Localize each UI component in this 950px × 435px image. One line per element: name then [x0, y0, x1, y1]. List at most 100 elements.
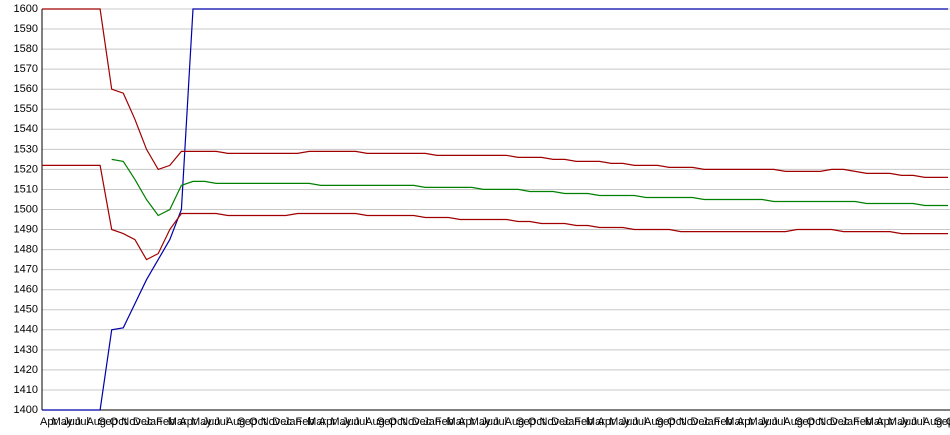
- x-tick-label: Apr: [737, 416, 754, 428]
- x-tick-label: Sep: [98, 416, 118, 428]
- x-tick-label: Apr: [598, 416, 615, 428]
- y-tick-label: 1410: [14, 384, 38, 396]
- x-tick-label: Aug: [365, 416, 385, 428]
- x-tick-label: Dec: [830, 416, 850, 428]
- x-tick-label: Jul: [493, 416, 507, 428]
- y-tick-label: 1480: [14, 244, 38, 256]
- y-tick-label: 1420: [14, 364, 38, 376]
- x-tick-label: Jun: [760, 416, 778, 428]
- x-tick-label: Mar: [168, 416, 187, 428]
- x-tick-label: Sep: [237, 416, 257, 428]
- x-tick-label: Apr: [876, 416, 893, 428]
- series-line: [111, 158, 948, 217]
- x-tick-label: Feb: [853, 416, 872, 428]
- x-tick-label: Nov: [261, 416, 281, 428]
- x-tick-label: Feb: [574, 416, 593, 428]
- y-tick-label: 1590: [14, 23, 38, 35]
- x-tick-label: Oct: [249, 416, 266, 428]
- y-tick-label: 1540: [14, 123, 38, 135]
- series-line: [42, 164, 948, 261]
- x-tick-label: Mar: [725, 416, 744, 428]
- y-tick-label: 1460: [14, 284, 38, 296]
- x-tick-label: Jun: [342, 416, 360, 428]
- x-tick-label: Oct: [946, 416, 950, 428]
- x-tick-label: Jan: [841, 416, 859, 428]
- x-tick-label: Jul: [214, 416, 228, 428]
- x-tick-label: Aug: [505, 416, 525, 428]
- x-tick-label: Jul: [772, 416, 786, 428]
- x-tick-label: Jul: [632, 416, 646, 428]
- x-tick-label: Nov: [539, 416, 559, 428]
- x-tick-label: Jul: [354, 416, 368, 428]
- x-tick-label: Oct: [110, 416, 127, 428]
- x-tick-label: May: [52, 416, 73, 428]
- x-tick-label: Apr: [179, 416, 196, 428]
- x-tick-label: Oct: [807, 416, 824, 428]
- y-tick-label: 1530: [14, 143, 38, 155]
- x-tick-label: May: [330, 416, 351, 428]
- y-tick-label: 1500: [14, 203, 38, 215]
- x-tick-label: Mar: [586, 416, 605, 428]
- x-tick-label: Jun: [203, 416, 221, 428]
- x-tick-label: Jan: [702, 416, 720, 428]
- x-tick-label: Nov: [679, 416, 699, 428]
- y-tick-label: 1400: [14, 404, 38, 416]
- y-tick-label: 1450: [14, 304, 38, 316]
- y-tick-label: 1580: [14, 43, 38, 55]
- x-tick-label: Jun: [481, 416, 499, 428]
- x-tick-label: Dec: [133, 416, 153, 428]
- y-tick-label: 1490: [14, 223, 38, 235]
- x-tick-label: Jun: [621, 416, 639, 428]
- x-tick-label: May: [470, 416, 491, 428]
- x-tick-label: Apr: [458, 416, 475, 428]
- x-tick-label: Jan: [145, 416, 163, 428]
- x-tick-label: Nov: [121, 416, 141, 428]
- y-tick-label: 1570: [14, 63, 38, 75]
- x-tick-label: May: [191, 416, 212, 428]
- x-tick-label: Dec: [551, 416, 571, 428]
- x-tick-label: Aug: [86, 416, 106, 428]
- x-tick-label: Mar: [307, 416, 326, 428]
- x-tick-label: Aug: [644, 416, 664, 428]
- y-tick-label: 1550: [14, 103, 38, 115]
- x-tick-label: Feb: [296, 416, 315, 428]
- x-tick-label: Dec: [272, 416, 292, 428]
- x-tick-label: Sep: [795, 416, 815, 428]
- x-tick-label: Apr: [40, 416, 57, 428]
- y-tick-label: 1430: [14, 344, 38, 356]
- x-tick-label: Jul: [75, 416, 89, 428]
- x-tick-label: Apr: [319, 416, 336, 428]
- x-tick-label: Feb: [156, 416, 175, 428]
- x-tick-label: Sep: [656, 416, 676, 428]
- x-tick-label: Sep: [377, 416, 397, 428]
- y-tick-label: 1600: [14, 3, 38, 15]
- x-tick-label: Dec: [690, 416, 710, 428]
- x-tick-label: Oct: [667, 416, 684, 428]
- y-tick-label: 1560: [14, 83, 38, 95]
- x-tick-label: Jun: [63, 416, 81, 428]
- x-tick-label: Aug: [226, 416, 246, 428]
- x-tick-label: Jan: [563, 416, 581, 428]
- x-tick-label: Oct: [528, 416, 545, 428]
- x-tick-label: May: [749, 416, 770, 428]
- x-tick-label: Nov: [818, 416, 838, 428]
- x-tick-label: Feb: [435, 416, 454, 428]
- x-tick-label: Mar: [447, 416, 466, 428]
- x-tick-label: Aug: [783, 416, 803, 428]
- x-tick-label: Jun: [900, 416, 918, 428]
- x-tick-label: Sep: [934, 416, 950, 428]
- x-tick-label: Dec: [412, 416, 432, 428]
- x-tick-label: Sep: [516, 416, 536, 428]
- y-tick-label: 1470: [14, 264, 38, 276]
- y-tick-label: 1440: [14, 324, 38, 336]
- x-tick-label: Mar: [865, 416, 884, 428]
- series-line: [42, 8, 948, 178]
- y-tick-label: 1520: [14, 163, 38, 175]
- x-tick-label: Feb: [714, 416, 733, 428]
- x-tick-label: Jan: [284, 416, 302, 428]
- x-tick-label: Aug: [923, 416, 943, 428]
- series-line: [42, 8, 948, 411]
- x-tick-label: Nov: [400, 416, 420, 428]
- x-tick-label: Oct: [388, 416, 405, 428]
